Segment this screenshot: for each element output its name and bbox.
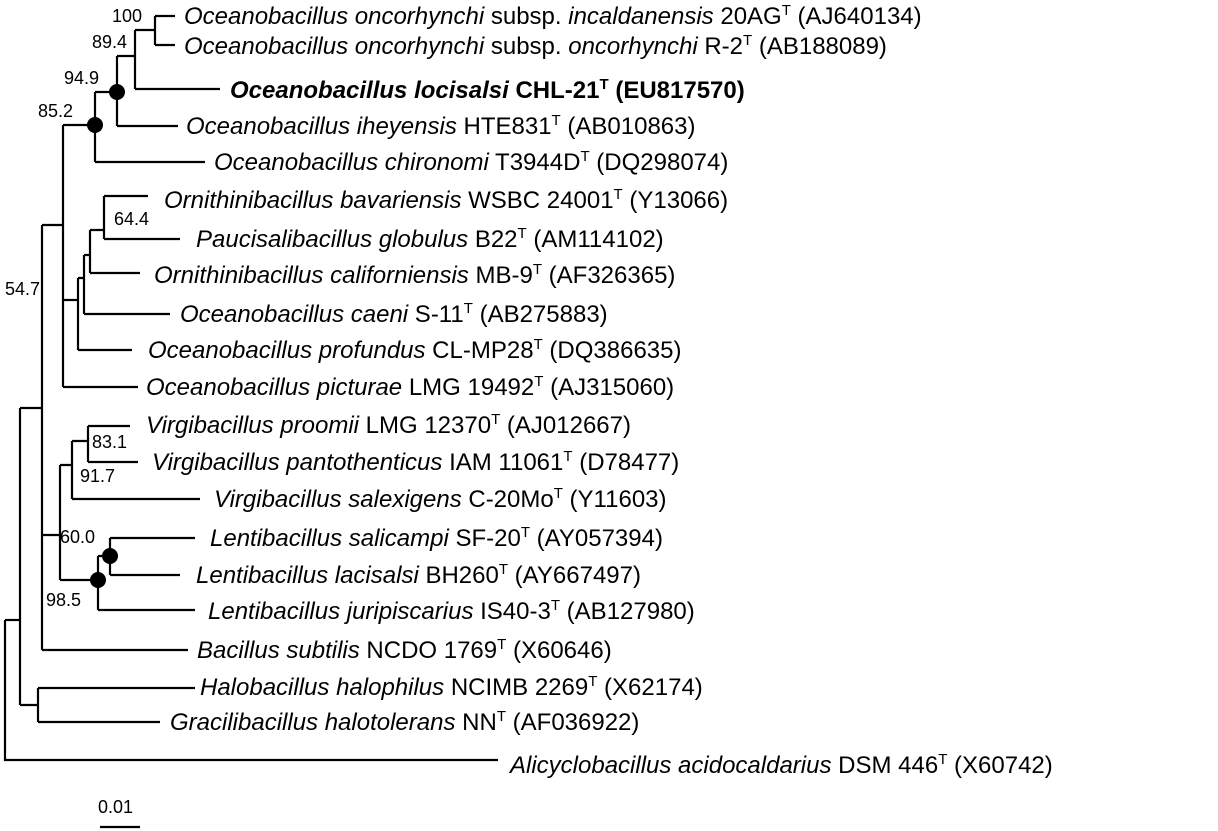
branch-upper xyxy=(42,125,138,389)
node-dot xyxy=(102,548,118,564)
taxon-label: Oceanobacillus chironomi T3944DT (DQ2980… xyxy=(214,148,728,176)
taxon-label: Paucisalibacillus globulus B22T (AM11410… xyxy=(196,225,664,253)
node-dot xyxy=(109,84,125,100)
taxon-label: Alicyclobacillus acidocaldarius DSM 446T… xyxy=(508,751,1053,779)
branch-ornith-inner xyxy=(78,255,170,316)
bootstrap-label: 64.4 xyxy=(114,209,149,229)
scale-bar-label: 0.01 xyxy=(98,797,133,817)
branch-bav-glob xyxy=(90,194,180,241)
branch-halo-graci xyxy=(20,686,195,724)
taxon-label: Gracilibacillus halotolerans NNT (AF0369… xyxy=(170,708,639,736)
bootstrap-label: 94.9 xyxy=(64,68,99,88)
branch-ornith-cal xyxy=(84,230,140,275)
taxon-label: Virgibacillus proomii LMG 12370T (AJ0126… xyxy=(146,411,631,439)
taxon-label: Lentibacillus juripiscarius IS40-3T (AB1… xyxy=(208,597,695,625)
branch-root xyxy=(3,620,498,762)
taxon-label: Halobacillus halophilus NCIMB 2269T (X62… xyxy=(200,673,703,701)
taxon-label: Bacillus subtilis NCDO 1769T (X60646) xyxy=(197,636,612,664)
taxon-label: Lentibacillus lacisalsi BH260T (AY667497… xyxy=(196,561,641,589)
branch-lower xyxy=(42,465,62,580)
branch-oncorhynchi xyxy=(135,14,175,47)
taxon-label: Oceanobacillus oncorhynchi subsp. incald… xyxy=(184,2,922,30)
taxon-label: Oceanobacillus picturae LMG 19492T (AJ31… xyxy=(146,373,674,401)
bootstrap-label: 91.7 xyxy=(80,466,115,486)
node-markers xyxy=(87,84,125,588)
taxon-label: Oceanobacillus profundus CL-MP28T (DQ386… xyxy=(148,336,681,364)
taxon-label: Oceanobacillus iheyensis HTE831T (AB0108… xyxy=(186,112,695,140)
bootstrap-label: 85.2 xyxy=(38,101,73,121)
bootstrap-label: 100 xyxy=(112,6,142,26)
taxon-label: Virgibacillus salexigens C-20MoT (Y11603… xyxy=(214,485,667,513)
branch-locisalsi xyxy=(117,30,220,91)
bootstrap-label: 83.1 xyxy=(92,432,127,452)
bootstrap-label: 54.7 xyxy=(5,279,40,299)
bootstrap-label: 98.5 xyxy=(46,590,81,610)
taxon-label: Oceanobacillus caeni S-11T (AB275883) xyxy=(180,300,608,328)
taxon-label-focal: Oceanobacillus locisalsi CHL-21T (EU8175… xyxy=(230,76,745,104)
taxon-label: Oceanobacillus oncorhynchi subsp. oncorh… xyxy=(184,32,887,60)
taxon-labels: Oceanobacillus oncorhynchi subsp. incald… xyxy=(146,2,1053,779)
branch-ocean-inner xyxy=(95,56,178,128)
taxon-label: Ornithinibacillus californiensis MB-9T (… xyxy=(154,261,675,289)
branch-virgi-inner xyxy=(72,424,138,464)
branch-main xyxy=(20,225,188,652)
branch-virgi xyxy=(60,441,200,501)
branch-ornith-group xyxy=(63,278,132,352)
bootstrap-label: 89.4 xyxy=(92,32,127,52)
taxon-label: Ornithinibacillus bavariensis WSBC 24001… xyxy=(164,186,728,214)
taxon-label: Virgibacillus pantothenticus IAM 11061T … xyxy=(152,448,679,476)
bootstrap-values: 100 89.4 94.9 85.2 64.4 54.7 83.1 91.7 6… xyxy=(5,6,149,610)
taxon-label: Lentibacillus salicampi SF-20T (AY057394… xyxy=(210,524,663,552)
node-dot xyxy=(87,117,103,133)
node-dot xyxy=(90,572,106,588)
bootstrap-label: 60.0 xyxy=(60,527,95,547)
